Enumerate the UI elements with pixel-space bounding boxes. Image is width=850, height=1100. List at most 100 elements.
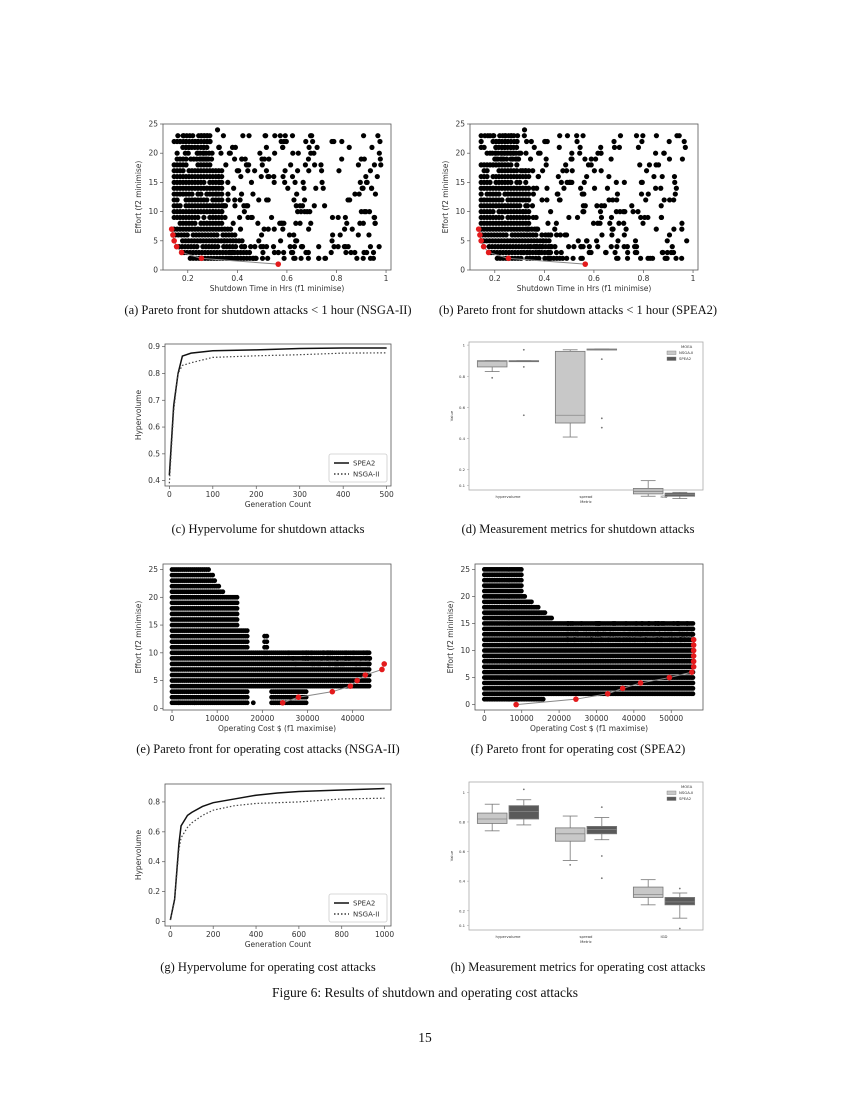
svg-text:1: 1 <box>384 274 389 283</box>
series-spea2 <box>169 787 385 921</box>
caption-a: (a) Pareto front for shutdown attacks < … <box>124 303 412 317</box>
svg-text:0: 0 <box>460 266 465 275</box>
svg-text:0.8: 0.8 <box>331 274 343 283</box>
svg-text:10000: 10000 <box>205 714 229 723</box>
svg-text:5: 5 <box>460 236 465 245</box>
svg-text:20: 20 <box>148 149 158 158</box>
pareto-front-points <box>279 661 388 706</box>
svg-text:0.6: 0.6 <box>281 274 293 283</box>
panel-d-metrics-shutdown: 0.1 0.2 0.4 0.6 0.8 1 hypervolume spread IGD Metr… <box>445 338 709 508</box>
svg-text:hypervolume: hypervolume <box>495 494 521 499</box>
svg-text:0.2: 0.2 <box>459 467 466 472</box>
svg-text:0.4: 0.4 <box>538 274 550 283</box>
svg-text:10: 10 <box>148 648 158 657</box>
pareto-front-points <box>168 226 282 267</box>
svg-text:0.6: 0.6 <box>459 405 466 410</box>
series-nsga-ii <box>168 352 387 484</box>
svg-text:0.2: 0.2 <box>489 274 501 283</box>
pareto-front-points <box>513 636 697 708</box>
svg-text:30000: 30000 <box>296 714 320 723</box>
svg-text:0.2: 0.2 <box>182 274 194 283</box>
panel-a-pareto-shutdown-nsga2: 0.2 0.4 0.6 0.8 1 0 5 10 15 20 25 Shutdown Time in … <box>133 118 397 296</box>
panel-g-hypervolume-cost: SPEA2 NSGA-II 0 200 400 600 800 1000 0 0.2 0.4 0.6 0… <box>133 778 397 954</box>
chart-d: 0.1 0.2 0.4 0.6 0.8 1 hypervolume spread IGD Metr… <box>449 341 704 504</box>
svg-text:0.4: 0.4 <box>231 274 243 283</box>
svg-text:Shutdown Time in Hrs (f1 minim: Shutdown Time in Hrs (f1 minimise) <box>517 284 652 293</box>
svg-text:100: 100 <box>206 490 221 499</box>
svg-text:IGD: IGD <box>661 494 668 499</box>
svg-text:Effort (f2 minimise): Effort (f2 minimise) <box>134 161 143 234</box>
svg-text:1: 1 <box>463 343 466 348</box>
svg-text:1: 1 <box>691 274 696 283</box>
svg-text:10: 10 <box>455 207 465 216</box>
svg-text:15: 15 <box>455 178 465 187</box>
scatter-points <box>478 127 690 261</box>
svg-text:15: 15 <box>148 178 158 187</box>
svg-text:0.8: 0.8 <box>459 374 466 379</box>
svg-text:0.6: 0.6 <box>148 423 160 432</box>
svg-text:0: 0 <box>167 490 172 499</box>
svg-text:Hypervolume: Hypervolume <box>134 389 143 440</box>
svg-text:5: 5 <box>153 236 158 245</box>
svg-text:SPEA2: SPEA2 <box>679 356 692 361</box>
svg-text:NSGA-II: NSGA-II <box>679 350 693 355</box>
svg-text:Generation Count: Generation Count <box>245 500 312 509</box>
svg-text:5: 5 <box>153 676 158 685</box>
svg-text:10: 10 <box>148 207 158 216</box>
svg-text:Effort (f2 minimise): Effort (f2 minimise) <box>134 601 143 674</box>
panel-c-hypervolume-shutdown: SPEA2 NSGA-II 0 100 200 300 400 500 0.4 0.5 0.6 0.7… <box>133 338 397 516</box>
svg-text:0.5: 0.5 <box>148 449 160 458</box>
svg-text:0.1: 0.1 <box>459 483 466 488</box>
svg-text:Shutdown Time in Hrs (f1 minim: Shutdown Time in Hrs (f1 minimise) <box>210 284 345 293</box>
panel-h-metrics-cost: 0.1 0.2 0.4 0.6 0.8 1 hypervolume spread IGD Metr… <box>445 778 709 948</box>
caption-g: (g) Hypervolume for operating cost attac… <box>160 960 376 974</box>
svg-text:0.8: 0.8 <box>638 274 650 283</box>
svg-text:Metric: Metric <box>580 499 592 504</box>
svg-text:40000: 40000 <box>341 714 365 723</box>
caption-e: (e) Pareto front for operating cost atta… <box>136 742 400 756</box>
caption-d: (d) Measurement metrics for shutdown att… <box>461 522 695 536</box>
caption-c: (c) Hypervolume for shutdown attacks <box>171 522 365 536</box>
svg-text:0: 0 <box>153 266 158 275</box>
svg-text:25: 25 <box>148 565 158 574</box>
caption-b: (b) Pareto front for shutdown attacks < … <box>438 303 718 317</box>
svg-text:0.8: 0.8 <box>148 369 160 378</box>
panel-e-pareto-cost-nsga2: 0 10000 20000 30000 40000 0 5 10 15 20 25 Operating… <box>133 558 397 738</box>
chart-e: 0 10000 20000 30000 40000 0 5 10 15 20 25 Operating… <box>134 563 392 733</box>
svg-text:25: 25 <box>148 120 158 129</box>
scatter-points <box>169 567 373 706</box>
svg-text:0.6: 0.6 <box>588 274 600 283</box>
scatter-points <box>171 127 384 261</box>
svg-text:20: 20 <box>455 149 465 158</box>
svg-text:spread: spread <box>580 494 594 499</box>
chart-f: 0 10000 20000 30000 40000 500000510152025Oper… <box>446 563 704 733</box>
svg-text:0.7: 0.7 <box>148 396 160 405</box>
svg-text:0: 0 <box>170 714 175 723</box>
svg-text:SPEA2: SPEA2 <box>353 460 375 468</box>
svg-text:25: 25 <box>455 120 465 129</box>
scatter-points <box>481 567 696 702</box>
pareto-front-points <box>475 226 589 267</box>
series-spea2 <box>168 347 387 476</box>
panel-b-pareto-shutdown-spea2: 0.2 0.4 0.6 0.8 1 0 5 10 15 20 25 Shutdown Time in … <box>440 118 704 296</box>
caption-h: (h) Measurement metrics for operating co… <box>450 960 706 974</box>
svg-text:Operating Cost $ (f1 maximise): Operating Cost $ (f1 maximise) <box>218 724 336 733</box>
svg-text:0: 0 <box>153 704 158 713</box>
svg-text:0.4: 0.4 <box>148 476 160 485</box>
svg-text:0.9: 0.9 <box>148 342 160 351</box>
svg-text:MOEA: MOEA <box>681 344 693 349</box>
page-number: 15 <box>418 1030 432 1045</box>
svg-text:20000: 20000 <box>250 714 274 723</box>
svg-text:Value: Value <box>449 410 454 421</box>
svg-text:15: 15 <box>148 621 158 630</box>
chart-c: SPEA2 NSGA-II 0 100 200 300 400 500 0.4 0.5 0.6 0.7… <box>134 342 394 509</box>
svg-text:NSGA-II: NSGA-II <box>353 471 379 479</box>
svg-text:Effort (f2 minimise): Effort (f2 minimise) <box>441 161 450 234</box>
svg-text:500: 500 <box>379 490 394 499</box>
figure-caption: Figure 6: Results of shutdown and operat… <box>272 985 578 1000</box>
svg-text:400: 400 <box>336 490 351 499</box>
